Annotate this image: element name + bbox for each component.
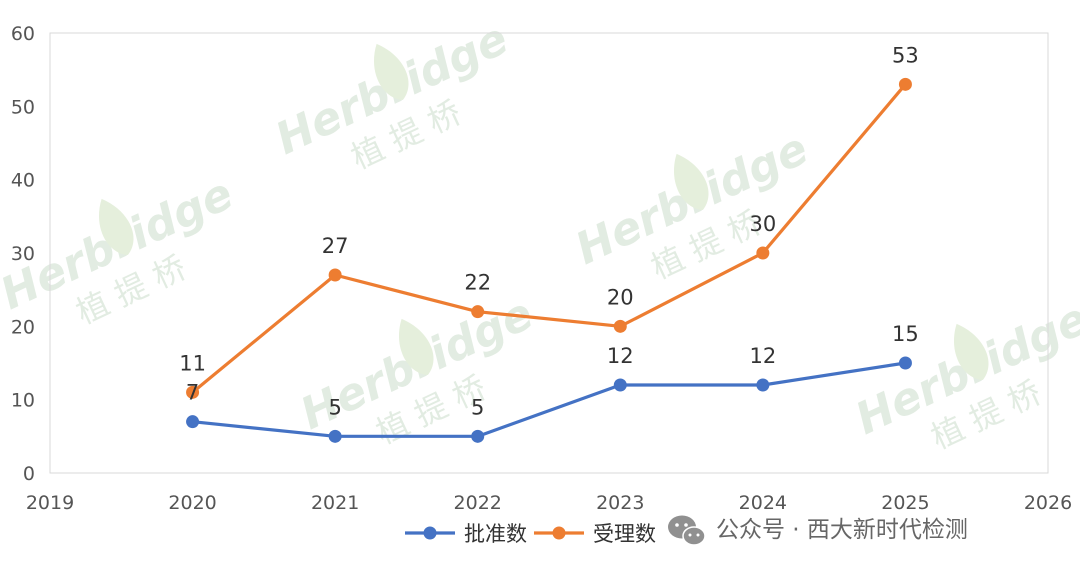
watermark: Herbridge植 提 桥 — [268, 13, 516, 176]
series-line — [192, 361, 906, 438]
legend-label: 受理数 — [593, 522, 656, 546]
data-point — [613, 319, 627, 333]
data-label: 5 — [328, 395, 341, 419]
data-point — [613, 378, 627, 392]
data-label: 12 — [749, 344, 776, 368]
legend-swatch-marker — [423, 526, 437, 540]
y-tick-label: 10 — [11, 390, 35, 412]
data-label: 53 — [892, 43, 919, 67]
legend-swatch-marker — [552, 526, 566, 540]
plot-area-frame — [49, 32, 1049, 474]
data-point — [328, 429, 342, 443]
watermark: Herbridge植 提 桥 — [0, 168, 241, 331]
data-label: 22 — [464, 271, 491, 295]
data-point — [471, 429, 485, 443]
leaf-icon — [673, 153, 709, 211]
series-layer — [186, 77, 912, 443]
data-point — [186, 385, 200, 399]
data-point — [186, 415, 200, 429]
x-tick-label: 2019 — [26, 492, 74, 514]
series-line — [191, 83, 907, 394]
x-tick-label: 2020 — [168, 492, 216, 514]
leaf-icon — [398, 318, 434, 376]
y-axis-ticks: 0 10 20 30 40 50 60 — [11, 23, 35, 485]
wechat-icon — [668, 515, 706, 546]
data-point — [756, 246, 770, 260]
data-label-layer: 7 5 5 12 12 15 11 27 22 20 30 53 — [179, 43, 919, 419]
data-point — [328, 268, 342, 282]
data-label: 12 — [607, 344, 634, 368]
x-tick-label: 2021 — [311, 492, 359, 514]
data-label: 20 — [607, 285, 634, 309]
watermark: Herbridge植 提 桥 — [293, 288, 541, 451]
watermark: Herbridge植 提 桥 — [568, 123, 816, 286]
watermark: Herbridge植 提 桥 — [848, 293, 1080, 456]
legend: 批准数 受理数 — [405, 522, 656, 546]
y-tick-label: 50 — [11, 96, 35, 118]
y-tick-label: 40 — [11, 170, 35, 192]
leaf-icon — [373, 43, 409, 101]
data-label: 27 — [322, 234, 349, 258]
data-label: 5 — [471, 395, 484, 419]
data-label: 11 — [179, 351, 206, 375]
y-tick-label: 60 — [11, 23, 35, 45]
leaf-icon — [953, 323, 989, 381]
data-point — [898, 77, 912, 91]
legend-label: 批准数 — [464, 522, 527, 546]
data-point — [898, 356, 912, 370]
data-label: 15 — [892, 322, 919, 346]
watermark-layer: Herbridge植 提 桥Herbridge植 提 桥Herbridge植 提… — [0, 13, 1080, 456]
x-tick-label: 2026 — [1024, 492, 1072, 514]
credit-text: 公众号 · 西大新时代检测 — [716, 517, 968, 543]
data-label: 7 — [186, 381, 199, 405]
x-tick-label: 2022 — [454, 492, 502, 514]
y-tick-label: 0 — [23, 463, 35, 485]
y-tick-label: 20 — [11, 316, 35, 338]
x-axis-ticks: 2019 2020 2021 2022 2023 2024 2025 2026 — [26, 492, 1072, 514]
data-point — [471, 305, 485, 319]
data-point — [756, 378, 770, 392]
x-tick-label: 2023 — [596, 492, 644, 514]
y-tick-label: 30 — [11, 243, 35, 265]
leaf-icon — [98, 198, 134, 256]
credit-badge: 公众号 · 西大新时代检测 — [668, 515, 968, 546]
data-label: 30 — [749, 212, 776, 236]
x-tick-label: 2024 — [739, 492, 787, 514]
x-tick-label: 2025 — [881, 492, 929, 514]
